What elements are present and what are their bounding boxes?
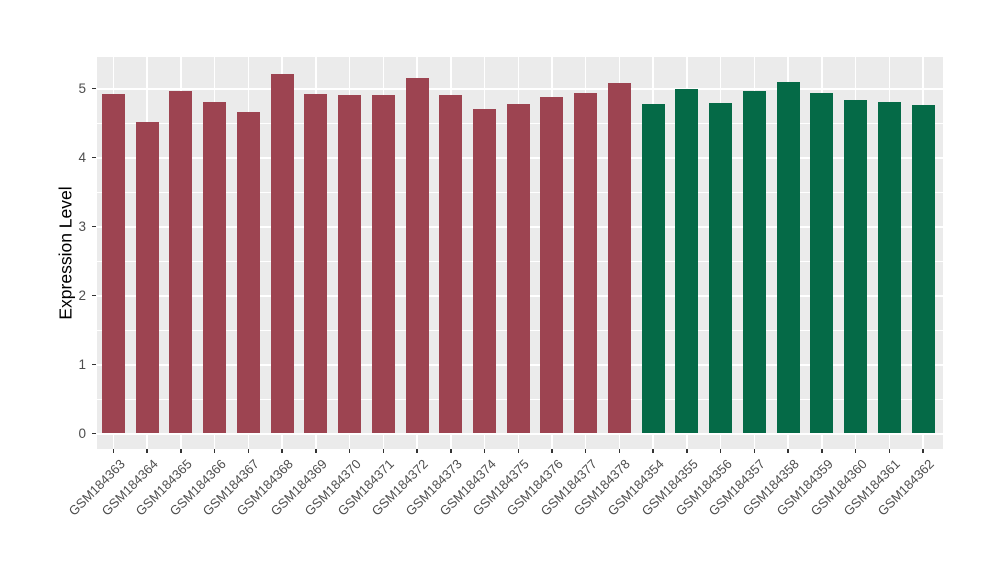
bar-GSM184361 <box>877 102 901 434</box>
x-tick-mark <box>213 449 216 453</box>
bar-GSM184354 <box>641 104 665 434</box>
x-tick-mark <box>618 449 621 453</box>
bar-GSM184374 <box>473 109 497 434</box>
major-gridline <box>97 432 943 435</box>
y-tick-mark <box>92 156 96 159</box>
bar-GSM184373 <box>439 94 463 434</box>
x-tick-mark <box>922 449 924 453</box>
bar-GSM184375 <box>506 103 530 434</box>
x-tick-mark <box>483 449 486 453</box>
x-tick-mark <box>416 449 418 453</box>
x-tick-mark <box>146 449 148 453</box>
bar-GSM184365 <box>169 90 193 434</box>
x-tick-mark <box>382 449 385 453</box>
bar-GSM184357 <box>742 90 766 434</box>
bar-GSM184366 <box>203 102 227 434</box>
bar-GSM184378 <box>607 82 631 434</box>
bar-GSM184359 <box>810 92 834 434</box>
x-tick-mark <box>888 449 891 453</box>
y-tick-label: 5 <box>78 81 86 96</box>
x-tick-mark <box>584 449 587 453</box>
y-tick-mark <box>92 225 96 228</box>
bar-GSM184367 <box>236 111 260 434</box>
bar-GSM184369 <box>304 94 328 434</box>
x-tick-mark <box>854 449 857 453</box>
bar-GSM184370 <box>338 94 362 434</box>
y-tick-mark <box>92 87 96 90</box>
x-tick-mark <box>112 449 115 453</box>
x-tick-mark <box>450 449 452 453</box>
bar-GSM184356 <box>709 102 733 434</box>
bar-GSM184363 <box>102 94 125 434</box>
bar-GSM184355 <box>675 89 699 434</box>
x-tick-mark <box>551 449 553 453</box>
x-tick-mark <box>247 449 250 453</box>
x-tick-mark <box>348 449 351 453</box>
x-tick-mark <box>686 449 688 453</box>
bar-GSM184371 <box>371 94 395 434</box>
x-tick-mark <box>315 449 317 453</box>
y-tick-label: 0 <box>78 426 86 441</box>
bar-GSM184358 <box>776 82 800 434</box>
bar-GSM184360 <box>844 100 868 434</box>
bar-GSM184377 <box>574 93 598 434</box>
y-tick-label: 4 <box>78 150 86 165</box>
bar-GSM184364 <box>135 121 159 434</box>
bar-GSM184376 <box>540 97 564 434</box>
y-tick-label: 2 <box>78 288 86 303</box>
x-tick-mark <box>180 449 182 453</box>
x-tick-mark <box>753 449 756 453</box>
bar-GSM184368 <box>270 74 294 434</box>
bar-GSM184362 <box>911 105 935 434</box>
bar-GSM184372 <box>405 78 429 434</box>
y-tick-mark <box>92 363 96 366</box>
y-tick-mark <box>92 294 96 297</box>
x-tick-mark <box>517 449 519 453</box>
x-tick-mark <box>719 449 722 453</box>
y-tick-label: 1 <box>78 357 86 372</box>
x-tick-mark <box>787 449 789 453</box>
x-tick-mark <box>821 449 823 453</box>
x-tick-mark <box>281 449 283 453</box>
x-tick-mark <box>652 449 654 453</box>
major-gridline <box>97 87 943 90</box>
y-tick-label: 3 <box>78 219 86 234</box>
y-tick-mark <box>92 432 96 435</box>
